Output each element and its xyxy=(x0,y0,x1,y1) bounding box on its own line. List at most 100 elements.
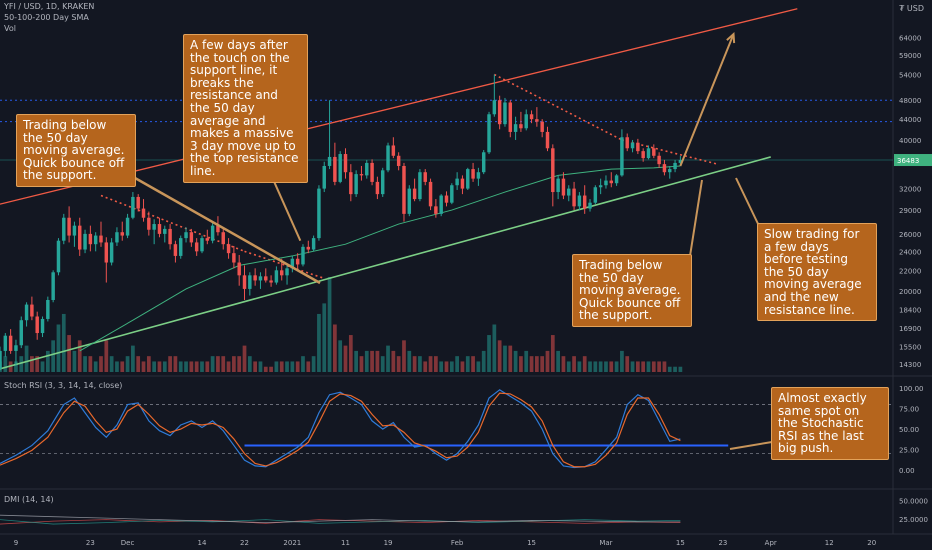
volume-bar xyxy=(444,361,449,372)
time-tick-label: 23 xyxy=(86,539,95,547)
volume-bar xyxy=(35,356,40,372)
candle-body xyxy=(450,185,454,203)
volume-bar xyxy=(582,356,587,372)
candle-body xyxy=(290,258,295,269)
volume-bar xyxy=(45,350,50,372)
candle-body xyxy=(455,178,459,186)
stoch-tick-label: 100.00 xyxy=(899,385,924,393)
dotted-resistance-line xyxy=(100,194,245,253)
volume-bar xyxy=(269,366,273,372)
time-tick-label: 23 xyxy=(718,539,727,547)
candle-body xyxy=(317,188,321,239)
volume-bar xyxy=(396,356,401,372)
volume-bar xyxy=(561,356,566,372)
volume-bar xyxy=(162,361,167,372)
volume-bar xyxy=(83,356,87,372)
volume-bar xyxy=(194,361,199,372)
volume-bar xyxy=(550,335,555,372)
candle-body xyxy=(545,131,550,149)
price-tick-label: 54000 xyxy=(899,72,921,80)
volume-bar xyxy=(391,350,396,372)
candle-body xyxy=(370,162,374,182)
candle-body xyxy=(88,233,93,245)
volume-bar xyxy=(471,356,475,372)
volume-bar xyxy=(3,356,8,372)
volume-bar xyxy=(295,361,300,372)
volume-bar xyxy=(556,350,560,372)
candle-body xyxy=(561,178,566,196)
candle-body xyxy=(418,172,422,200)
volume-bar xyxy=(359,356,364,372)
candle-body xyxy=(535,119,539,122)
time-tick-label: Dec xyxy=(121,539,135,547)
volume-bar xyxy=(237,356,242,372)
annotation-note-3: Trading below the 50 day moving average.… xyxy=(572,254,692,327)
candle-body xyxy=(567,188,571,196)
volume-bar xyxy=(519,356,523,372)
candle-body xyxy=(391,145,396,156)
volume-bar xyxy=(428,356,433,372)
volume-bar xyxy=(348,335,353,372)
volume-bar xyxy=(88,356,93,372)
candle-body xyxy=(173,244,178,256)
candle-body xyxy=(8,335,13,351)
time-tick-label: 11 xyxy=(341,539,350,547)
annotation-note-1: Trading below the 50 day moving average.… xyxy=(16,114,136,187)
candle-body xyxy=(285,268,289,276)
volume-bar xyxy=(418,356,422,372)
stoch-rsi-title: Stoch RSI (3, 3, 14, 14, close) xyxy=(4,381,123,390)
candle-body xyxy=(279,270,284,276)
volume-bar xyxy=(338,340,343,372)
candle-body xyxy=(232,253,236,263)
volume-bar xyxy=(545,350,550,372)
candle-body xyxy=(205,238,210,241)
candle-body xyxy=(46,299,50,319)
volume-bar xyxy=(641,361,646,372)
volume-bar xyxy=(279,361,284,372)
volume-bar xyxy=(651,361,656,372)
candle-body xyxy=(253,275,257,281)
candle-body xyxy=(497,100,502,125)
volume-bar xyxy=(322,303,327,372)
candle-body xyxy=(620,137,624,176)
volume-bar xyxy=(604,361,608,372)
candle-body xyxy=(78,225,82,250)
candle-body xyxy=(210,225,215,241)
candle-body xyxy=(194,242,199,252)
volume-bar xyxy=(508,345,513,372)
volume-bar xyxy=(673,366,677,372)
candle-body xyxy=(604,180,608,186)
volume-bar xyxy=(24,345,29,372)
candle-body xyxy=(460,178,465,189)
volume-bar xyxy=(200,361,204,372)
candle-body xyxy=(343,154,348,173)
time-tick-label: 2021 xyxy=(283,539,301,547)
volume-bar xyxy=(99,356,103,372)
sma-legend: 50-100-200 Day SMA xyxy=(4,13,89,22)
stoch-tick-label: 0.00 xyxy=(899,467,915,475)
candle-body xyxy=(115,232,119,243)
volume-bar xyxy=(657,361,661,372)
volume-bar xyxy=(141,361,146,372)
volume-bar xyxy=(380,356,385,372)
dmi-tick-label: 50.0000 xyxy=(899,497,928,505)
volume-bar xyxy=(306,361,311,372)
candle-body xyxy=(359,174,364,176)
candle-body xyxy=(428,181,433,207)
candle-body xyxy=(120,232,124,236)
annotation-note-4: Slow trading for a few days before testi… xyxy=(757,223,877,322)
volume-bar xyxy=(481,350,486,372)
symbol-title: YFI / USD, 1D, KRAKEN xyxy=(4,2,95,11)
candle-body xyxy=(540,121,544,132)
volume-bar xyxy=(146,356,151,372)
candle-body xyxy=(322,165,326,189)
candle-body xyxy=(258,276,263,281)
candle-body xyxy=(678,160,683,163)
candle-body xyxy=(471,169,475,179)
candle-body xyxy=(141,208,146,218)
candle-body xyxy=(109,242,114,263)
candle-body xyxy=(444,195,449,203)
candle-body xyxy=(481,152,486,173)
candle-body xyxy=(51,272,55,300)
